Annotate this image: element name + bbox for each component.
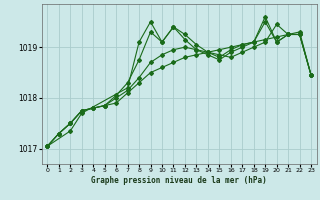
X-axis label: Graphe pression niveau de la mer (hPa): Graphe pression niveau de la mer (hPa) [91, 176, 267, 185]
